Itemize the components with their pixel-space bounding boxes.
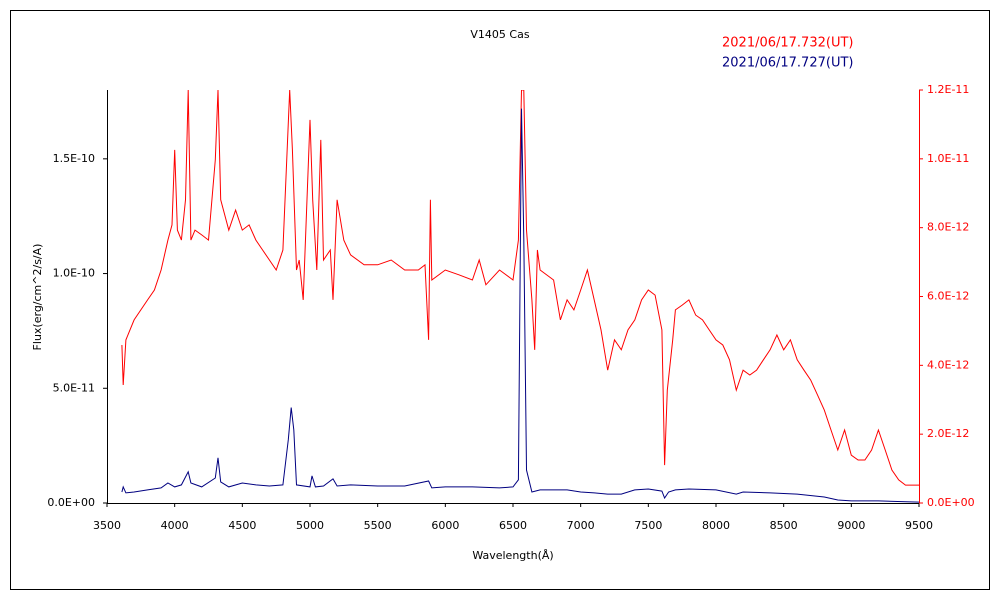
y-tick-label: 1.0E-10 <box>53 267 95 280</box>
x-tick-label: 7500 <box>634 519 662 532</box>
y2-tick-label: 1.0E-11 <box>927 152 969 165</box>
x-tick-label: 7000 <box>567 519 595 532</box>
y-tick-label: 1.5E-10 <box>53 152 95 165</box>
y2-tick-label: 6.0E-12 <box>927 290 969 303</box>
legend-label: 2021/06/17.727(UT) <box>722 56 853 71</box>
chart-border <box>10 10 990 590</box>
y2-tick-label: 2.0E-12 <box>927 427 969 440</box>
x-tick-label: 3500 <box>93 519 121 532</box>
x-tick-label: 9000 <box>837 519 865 532</box>
series-line <box>121 90 919 486</box>
x-tick-label: 5500 <box>364 519 392 532</box>
legend-label: 2021/06/17.732(UT) <box>722 36 853 51</box>
x-tick-label: 9500 <box>905 519 933 532</box>
x-tick-label: 6000 <box>431 519 459 532</box>
plot-area <box>121 90 919 503</box>
x-axis-label: Wavelength(Å) <box>472 549 553 562</box>
y2-tick-label: 1.2E-11 <box>927 83 969 96</box>
x-tick-label: 4000 <box>161 519 189 532</box>
x-tick-label: 8000 <box>702 519 730 532</box>
x-tick-label: 4500 <box>228 519 256 532</box>
chart-title: V1405 Cas <box>470 28 529 41</box>
y2-tick-label: 0.0E+00 <box>927 496 975 509</box>
y2-tick-label: 8.0E-12 <box>927 221 969 234</box>
x-tick-label: 5000 <box>296 519 324 532</box>
y-tick-label: 5.0E-11 <box>53 381 95 394</box>
y-axis-label: Flux(erg/cm^2/s/A) <box>31 244 44 351</box>
series-line <box>121 108 919 503</box>
y-tick-label: 0.0E+00 <box>47 496 95 509</box>
x-tick-label: 6500 <box>499 519 527 532</box>
y2-tick-label: 4.0E-12 <box>927 358 969 371</box>
x-tick-label: 8500 <box>770 519 798 532</box>
